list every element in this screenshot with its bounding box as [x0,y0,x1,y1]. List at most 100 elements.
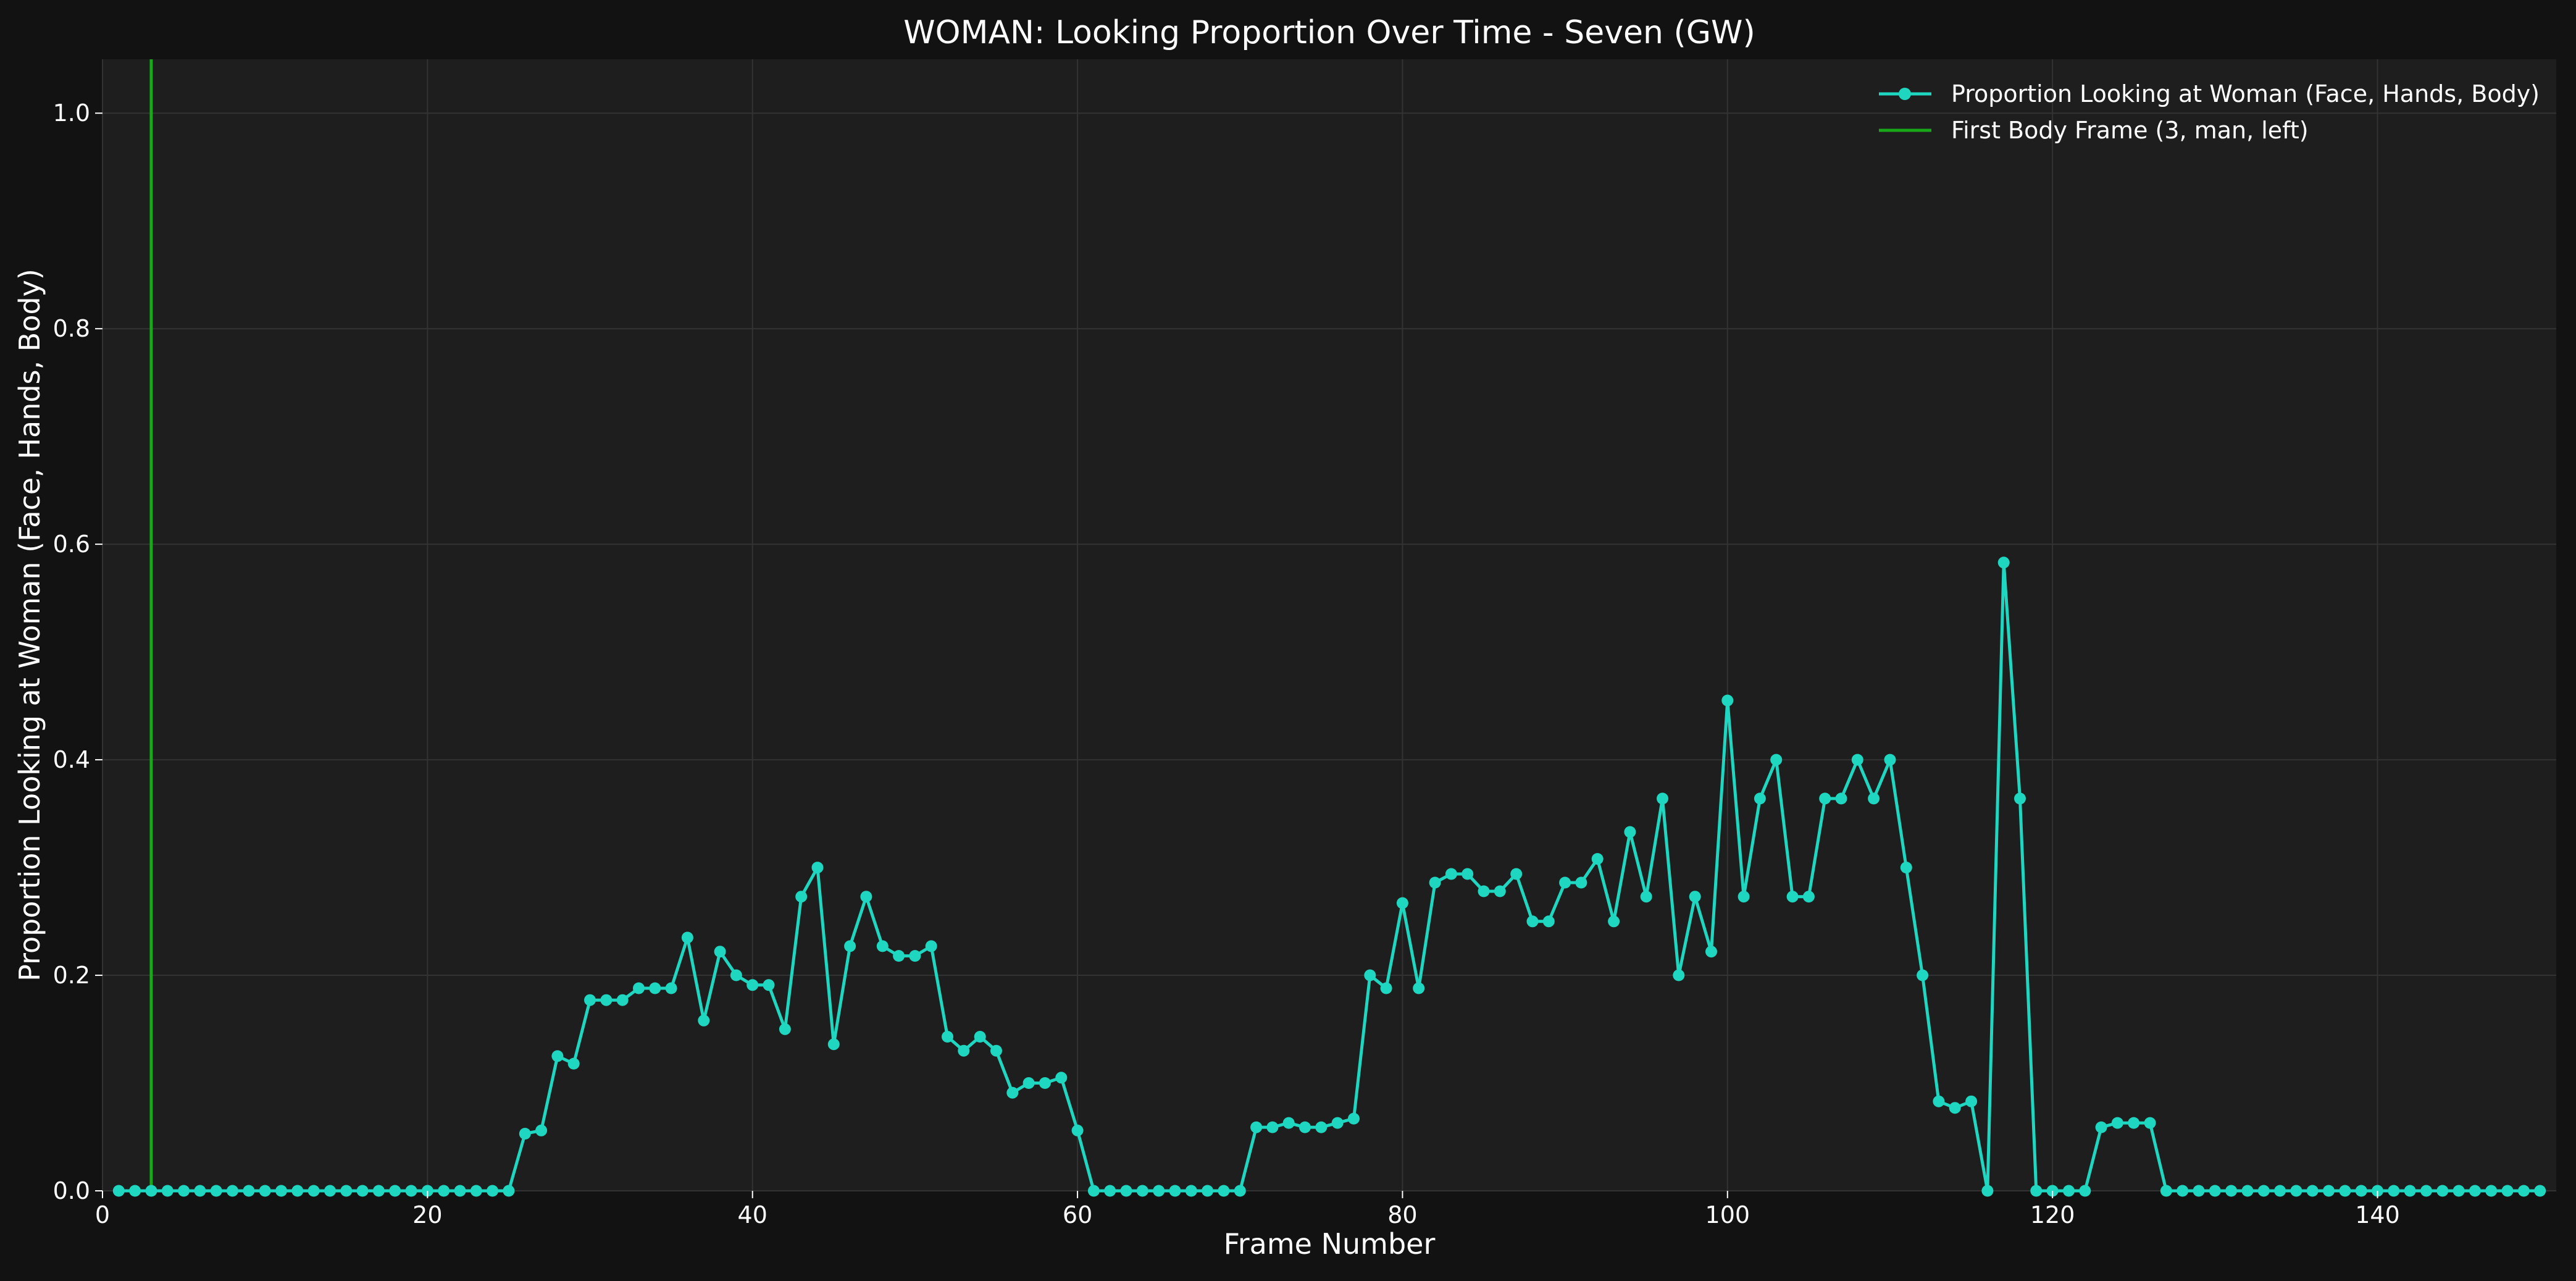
plot-area [102,59,2556,1191]
data-point [227,1185,238,1197]
legend-series-marker [1899,88,1911,100]
data-point [1071,1124,1084,1136]
data-point [2323,1185,2335,1197]
data-point [535,1124,548,1136]
x-tick-label: 120 [2030,1201,2075,1228]
x-tick-label: 20 [412,1201,442,1228]
data-point [551,1050,564,1062]
data-point [1348,1112,1360,1125]
data-point [958,1044,970,1057]
data-point [2501,1185,2514,1197]
data-point [2453,1185,2465,1197]
data-point [1997,556,2010,569]
data-point [1689,891,1701,903]
data-point [584,994,596,1006]
data-point [1673,969,1685,981]
x-tick-label: 40 [738,1201,767,1228]
data-point [1364,969,1376,981]
data-point [1299,1121,1311,1133]
data-point [746,979,759,991]
y-axis-ticks: 0.0 0.2 0.4 0.6 0.8 1.0 [53,99,102,1204]
data-point [2404,1185,2416,1197]
data-point [1282,1117,1295,1129]
data-point [860,891,872,903]
data-point [1721,694,1734,707]
data-point [2014,792,2026,805]
data-point [1380,982,1392,994]
data-point [1413,982,1425,994]
data-point [2485,1185,2498,1197]
data-point [454,1185,466,1197]
data-point [2517,1185,2530,1197]
data-point [2257,1185,2270,1197]
y-tick-label: 0.4 [53,746,90,773]
data-point [827,1038,840,1051]
data-point [438,1185,450,1197]
y-axis-label: Proportion Looking at Woman (Face, Hands… [13,269,46,981]
data-point [1039,1077,1051,1089]
data-point [2030,1185,2043,1197]
data-point [2160,1185,2172,1197]
data-point [1315,1121,1328,1133]
data-point [1266,1121,1279,1133]
data-point [1234,1185,1246,1197]
data-point [616,994,629,1006]
data-point [129,1185,141,1197]
y-tick-label: 1.0 [53,99,90,127]
data-point [974,1031,986,1043]
data-point [795,891,808,903]
x-axis-label: Frame Number [1224,1227,1436,1261]
data-point [2290,1185,2302,1197]
data-point [145,1185,157,1197]
data-point [1429,876,1441,889]
data-point [291,1185,304,1197]
data-point [2063,1185,2075,1197]
data-point [1624,826,1636,838]
x-tick-label: 100 [1705,1201,1750,1228]
data-point [1153,1185,1165,1197]
data-point [698,1014,710,1027]
data-point [1136,1185,1148,1197]
data-point [844,940,856,952]
data-point [1900,862,1912,874]
data-point [2420,1185,2432,1197]
data-point [633,982,645,994]
data-point [2436,1185,2449,1197]
data-point [243,1185,255,1197]
data-point [1705,946,1717,958]
data-point [1331,1117,1344,1129]
data-point [1917,969,1929,981]
data-point [1120,1185,1132,1197]
data-point [1835,792,1847,805]
y-tick-label: 0.8 [53,315,90,342]
data-point [307,1185,320,1197]
data-point [1218,1185,1230,1197]
data-point [1868,792,1880,805]
data-point [763,979,775,991]
data-point [567,1057,580,1070]
data-point [1445,868,1457,880]
data-point [681,931,693,944]
data-point [2388,1185,2400,1197]
data-point [1006,1086,1019,1099]
data-point [2128,1117,2140,1129]
data-point [470,1185,482,1197]
data-point [2177,1185,2189,1197]
data-point [2111,1117,2123,1129]
data-point [1559,876,1571,889]
data-point [1396,897,1408,909]
data-point [2534,1185,2546,1197]
data-point [389,1185,401,1197]
data-point [1478,885,1490,897]
data-point [1250,1121,1263,1133]
x-tick-label: 140 [2355,1201,2400,1228]
chart-title: WOMAN: Looking Proportion Over Time - Se… [903,14,1755,51]
series-layer [112,556,2546,1197]
data-point [811,862,824,874]
data-point [503,1185,515,1197]
data-point [1608,915,1620,928]
data-point [1738,891,1750,903]
data-point [2144,1117,2156,1129]
data-point [1786,891,1799,903]
